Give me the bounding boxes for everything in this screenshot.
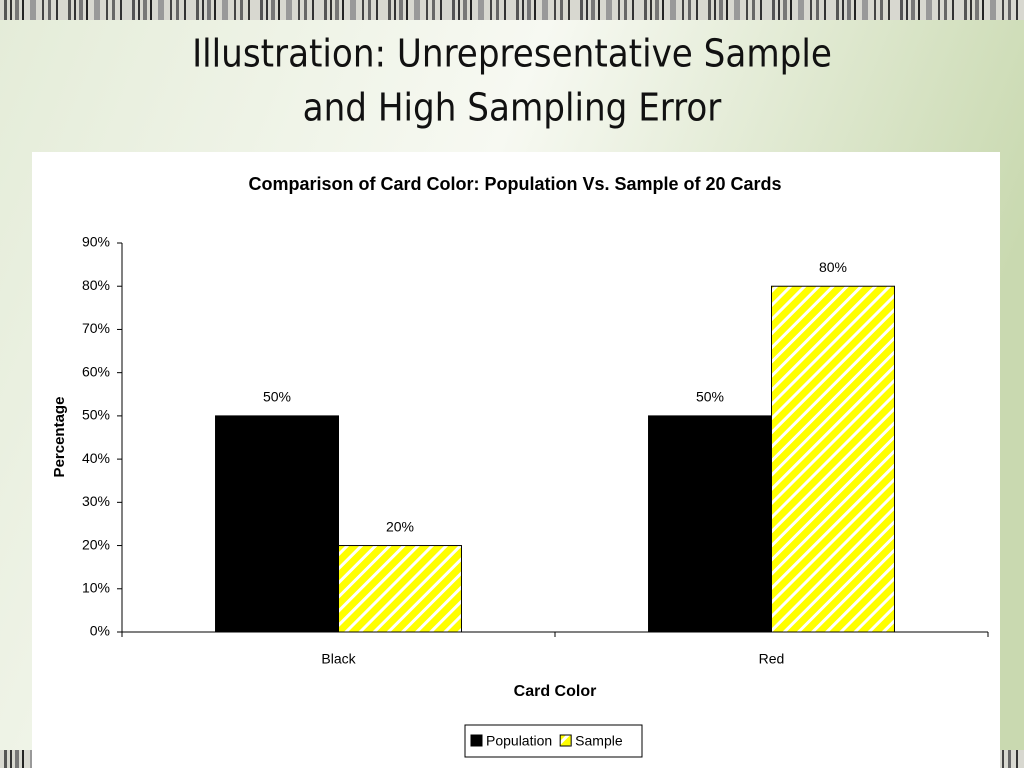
- value-label: 50%: [263, 389, 291, 405]
- x-tick-label: Black: [321, 651, 356, 667]
- bar: [648, 415, 773, 633]
- bar: [771, 285, 895, 633]
- slide-title: Illustration: Unrepresentative Sample: [192, 32, 832, 76]
- legend: [464, 724, 643, 758]
- slide-title: and High Sampling Error: [303, 86, 723, 130]
- y-tick-label: 10%: [82, 579, 110, 595]
- value-label: 80%: [819, 259, 847, 275]
- y-tick-label: 80%: [82, 277, 110, 293]
- chart-title: Comparison of Card Color: Population Vs.…: [248, 174, 781, 194]
- legend-label: Sample: [575, 733, 623, 749]
- legend-swatch: [470, 734, 483, 747]
- bar: [338, 545, 462, 633]
- y-tick-label: 50%: [82, 407, 110, 423]
- x-axis-label: Card Color: [514, 683, 597, 700]
- value-label: 50%: [696, 389, 724, 405]
- decor-strip: [0, 0, 1024, 20]
- y-tick-label: 30%: [82, 493, 110, 509]
- legend-label: Population: [486, 733, 552, 749]
- legend-swatch: [559, 734, 572, 747]
- y-tick-label: 20%: [82, 536, 110, 552]
- y-tick-label: 40%: [82, 450, 110, 466]
- y-tick-label: 90%: [82, 234, 110, 250]
- y-tick-label: 70%: [82, 320, 110, 336]
- x-tick-label: Red: [759, 651, 785, 667]
- y-tick-label: 0%: [90, 623, 110, 639]
- y-axis-label: Percentage: [51, 397, 68, 478]
- y-tick-label: 60%: [82, 363, 110, 379]
- bar: [215, 415, 339, 633]
- value-label: 20%: [386, 518, 414, 534]
